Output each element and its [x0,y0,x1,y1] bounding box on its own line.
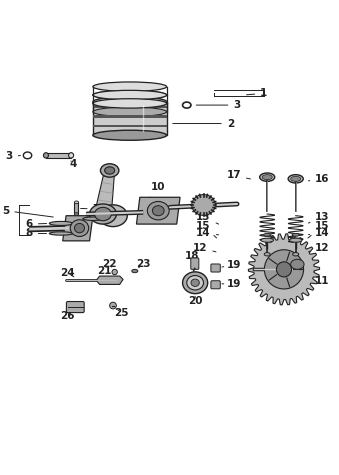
Text: 11: 11 [314,271,330,286]
Text: 4: 4 [69,159,77,169]
Polygon shape [95,170,115,215]
Ellipse shape [49,221,73,226]
Ellipse shape [75,201,79,204]
Bar [75,202,79,214]
FancyBboxPatch shape [211,264,220,272]
Ellipse shape [93,97,167,107]
Bar [93,115,167,118]
Ellipse shape [83,217,103,220]
Circle shape [264,250,304,289]
Ellipse shape [93,107,167,116]
Text: 25: 25 [114,308,128,318]
Ellipse shape [183,272,208,294]
Text: 14: 14 [308,228,330,238]
Ellipse shape [293,253,299,256]
Ellipse shape [89,204,116,224]
Ellipse shape [132,269,138,273]
Ellipse shape [93,130,167,140]
Text: 3: 3 [196,100,241,110]
Polygon shape [137,197,180,224]
Text: 13: 13 [308,212,330,223]
Text: 9: 9 [94,214,113,224]
Ellipse shape [49,232,73,235]
Text: 26: 26 [60,311,75,321]
FancyBboxPatch shape [66,302,84,313]
Ellipse shape [93,90,167,100]
Text: 21: 21 [97,266,112,276]
Ellipse shape [105,167,115,174]
Text: 12: 12 [193,243,216,253]
Ellipse shape [260,173,275,181]
FancyBboxPatch shape [191,258,199,269]
Text: 2: 2 [173,119,234,129]
Ellipse shape [262,175,272,180]
Polygon shape [96,276,123,285]
Text: 5: 5 [2,206,53,217]
Ellipse shape [68,152,74,158]
Circle shape [112,269,117,275]
Ellipse shape [261,238,274,242]
Text: 23: 23 [136,259,151,269]
Bar [93,106,167,108]
Text: 6: 6 [25,219,46,229]
Ellipse shape [93,99,167,108]
Text: 7: 7 [81,204,100,214]
Text: 19: 19 [222,260,241,270]
Circle shape [109,302,116,309]
Text: 1: 1 [246,88,267,98]
Text: 14: 14 [196,228,219,238]
FancyBboxPatch shape [211,281,220,289]
Text: 13: 13 [196,212,219,224]
Ellipse shape [263,234,271,236]
Ellipse shape [187,276,203,290]
Polygon shape [63,216,93,241]
Text: 18: 18 [184,251,199,261]
Bar [93,124,167,127]
Text: 17: 17 [226,171,251,180]
Polygon shape [248,234,320,305]
Ellipse shape [93,82,167,91]
Ellipse shape [100,164,119,177]
Bar [93,102,167,135]
Text: 22: 22 [102,259,117,269]
Text: 10: 10 [150,182,165,197]
Ellipse shape [191,279,199,286]
Ellipse shape [43,152,48,158]
Text: 3: 3 [5,152,20,162]
Ellipse shape [93,90,167,100]
Ellipse shape [153,206,164,216]
Ellipse shape [291,176,301,181]
Ellipse shape [288,175,303,183]
Ellipse shape [192,195,215,215]
Ellipse shape [70,220,89,237]
Ellipse shape [291,259,304,269]
Text: 12: 12 [308,243,330,253]
Text: 8: 8 [25,228,46,238]
Circle shape [276,262,292,277]
Ellipse shape [99,205,127,227]
Text: 15: 15 [308,221,330,238]
Text: 15: 15 [196,221,217,238]
Ellipse shape [292,234,299,236]
Ellipse shape [75,223,84,233]
Text: 20: 20 [188,296,202,306]
Text: 16: 16 [308,174,330,184]
Ellipse shape [95,207,111,221]
Ellipse shape [147,201,169,220]
Ellipse shape [264,253,270,256]
Ellipse shape [93,99,167,108]
Text: 19: 19 [222,279,241,289]
Bar [46,152,71,158]
Text: 24: 24 [60,268,75,278]
Ellipse shape [290,238,302,242]
Ellipse shape [75,213,79,215]
